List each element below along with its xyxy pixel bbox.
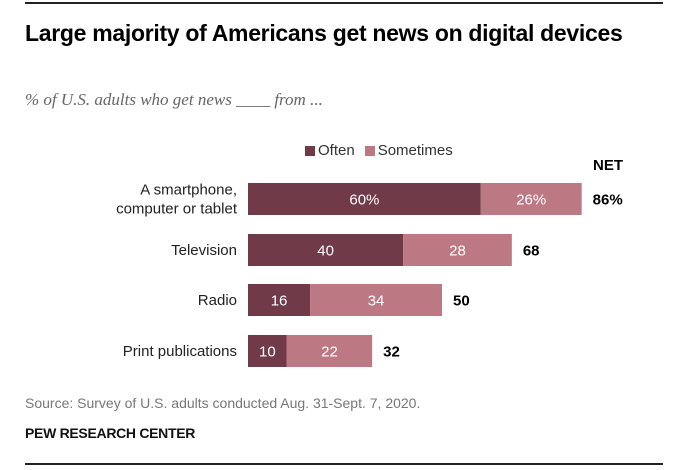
category-label: Print publications (123, 343, 237, 360)
legend-label-often: Often (318, 142, 355, 159)
category-label: Radio (198, 292, 237, 309)
net-value: 32 (383, 344, 400, 361)
bar-label-often: 60% (349, 192, 379, 209)
bar-sometimes (480, 183, 582, 215)
bar-often (248, 284, 311, 316)
bar-label-sometimes: 34 (368, 293, 385, 310)
category-label: A smartphone, computer or tablet (116, 182, 238, 218)
bar-sometimes (286, 335, 373, 367)
bottom-rule (25, 463, 663, 465)
source-note: Source: Survey of U.S. adults conducted … (25, 395, 421, 411)
legend-swatch-often (305, 145, 315, 156)
net-header: NET (593, 157, 623, 174)
bar-label-sometimes: 26% (516, 192, 546, 209)
legend-item-sometimes: Sometimes (364, 142, 453, 159)
bar-label-often: 10 (259, 344, 276, 361)
org-credit: PEW RESEARCH CENTER (25, 425, 196, 441)
legend-swatch-sometimes (364, 145, 375, 156)
bar-often (248, 183, 481, 215)
net-value: 86% (593, 192, 623, 209)
legend-label-sometimes: Sometimes (377, 142, 453, 159)
bar-sometimes (310, 284, 442, 316)
net-value: 68 (523, 243, 540, 260)
top-rule (25, 2, 663, 4)
bar-label-sometimes: 28 (449, 243, 466, 260)
bar-often (248, 335, 287, 367)
chart-subtitle: % of U.S. adults who get news ____ from … (25, 90, 323, 109)
legend-item-often: Often (305, 142, 355, 159)
category-label: Television (171, 242, 237, 259)
bar-sometimes (403, 234, 512, 266)
bar-label-sometimes: 22 (321, 344, 338, 361)
chart-title: Large majority of Americans get news on … (25, 20, 623, 46)
bar-label-often: 16 (271, 293, 288, 310)
legend: Often Sometimes (305, 142, 453, 159)
bar-label-often: 40 (317, 243, 334, 260)
net-value: 50 (453, 293, 470, 310)
bar-often (248, 234, 404, 266)
